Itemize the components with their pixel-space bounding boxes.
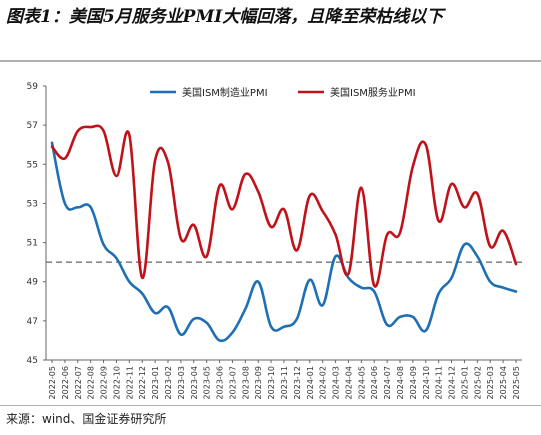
series-layer bbox=[50, 124, 518, 343]
x-tick-label: 2023-01 bbox=[151, 366, 160, 399]
x-tick-label: 2023-03 bbox=[177, 366, 186, 399]
x-tick-label: 2025-01 bbox=[460, 366, 469, 399]
legend-label: 美国ISM制造业PMI bbox=[182, 86, 268, 99]
x-tick-label: 2023-06 bbox=[216, 366, 225, 399]
x-tick-label: 2023-07 bbox=[228, 366, 237, 399]
x-tick-label: 2024-02 bbox=[319, 366, 328, 399]
x-tick-label: 2025-04 bbox=[499, 366, 508, 399]
x-tick-label: 2024-09 bbox=[409, 366, 418, 399]
x-tick-label: 2024-05 bbox=[357, 366, 366, 399]
y-tick-label: 45 bbox=[27, 356, 38, 366]
x-tick-label: 2024-11 bbox=[435, 366, 444, 399]
legend: 美国ISM制造业PMI 美国ISM服务业PMI bbox=[150, 86, 416, 99]
x-tick-label: 2022-09 bbox=[100, 366, 109, 399]
x-tick-label: 2022-05 bbox=[48, 366, 57, 399]
y-tick-label: 55 bbox=[27, 160, 38, 170]
x-tick-label: 2025-05 bbox=[512, 366, 521, 399]
y-tick-label: 49 bbox=[27, 278, 39, 288]
x-tick-label: 2022-12 bbox=[138, 366, 147, 399]
x-tick-label: 2023-11 bbox=[280, 366, 289, 399]
x-tick-label: 2024-08 bbox=[396, 366, 405, 399]
figure-title: 图表1：美国5月服务业PMI大幅回落，且降至荣枯线以下 bbox=[6, 7, 444, 27]
x-tick-label: 2024-03 bbox=[332, 366, 341, 399]
pmi-line-chart: 45 47 49 51 53 55 57 59 2022-05 2022-06 2022-07 20… bbox=[27, 82, 522, 399]
manufacturing-pmi-line bbox=[50, 141, 518, 343]
x-tick-label: 2024-01 bbox=[306, 366, 315, 399]
x-tick-label: 2023-04 bbox=[190, 366, 199, 399]
footer-divider bbox=[0, 405, 541, 406]
x-tick-label: 2022-10 bbox=[112, 366, 121, 399]
title-divider bbox=[0, 60, 541, 62]
services-pmi-line bbox=[50, 124, 518, 288]
x-tick-label: 2025-02 bbox=[473, 366, 482, 399]
source-note: 来源：wind、国金证券研究所 bbox=[6, 412, 167, 426]
x-tick-label: 2022-07 bbox=[74, 366, 83, 399]
y-tick-label: 47 bbox=[27, 317, 38, 327]
x-tick-label: 2024-10 bbox=[422, 366, 431, 399]
x-tick-label: 2023-05 bbox=[203, 366, 212, 399]
x-tick-label: 2023-10 bbox=[267, 366, 276, 399]
x-tick-label: 2024-12 bbox=[448, 366, 457, 399]
x-tick-label: 2023-08 bbox=[241, 366, 250, 399]
x-tick-label: 2022-08 bbox=[87, 366, 96, 399]
x-tick-label: 2022-11 bbox=[125, 366, 134, 399]
legend-item-services: 美国ISM服务业PMI bbox=[298, 86, 416, 99]
x-tick-label: 2024-04 bbox=[344, 366, 353, 399]
x-tick-label: 2022-06 bbox=[61, 366, 70, 399]
x-tick-label: 2025-03 bbox=[486, 366, 495, 399]
legend-item-manufacturing: 美国ISM制造业PMI bbox=[150, 86, 268, 99]
x-tick-label: 2024-07 bbox=[383, 366, 392, 399]
y-tick-label: 53 bbox=[27, 199, 38, 209]
x-tick-label: 2024-06 bbox=[370, 366, 379, 399]
y-axis: 45 47 49 51 53 55 57 59 bbox=[27, 82, 47, 366]
x-axis: 2022-05 2022-06 2022-07 2022-08 2022-09 2022-… bbox=[46, 359, 522, 399]
y-tick-label: 57 bbox=[27, 121, 38, 131]
x-tick-label: 2023-12 bbox=[293, 366, 302, 399]
figure-header: 图表1：美国5月服务业PMI大幅回落，且降至荣枯线以下 bbox=[6, 4, 536, 30]
y-tick-label: 59 bbox=[27, 82, 39, 92]
x-tick-label: 2023-02 bbox=[164, 366, 173, 399]
legend-label: 美国ISM服务业PMI bbox=[330, 86, 416, 99]
x-tick-label: 2023-09 bbox=[254, 366, 263, 399]
y-tick-label: 51 bbox=[27, 239, 38, 249]
